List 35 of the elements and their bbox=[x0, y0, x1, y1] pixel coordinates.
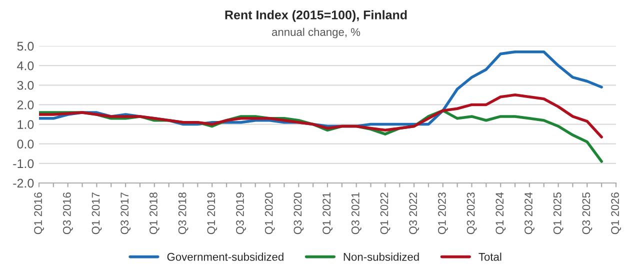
y-tick-label: 5.0 bbox=[17, 42, 34, 51]
x-tick-label: Q3 2021 bbox=[351, 192, 362, 234]
x-tick-label: Q3 2022 bbox=[409, 192, 420, 234]
x-tick-label: Q3 2018 bbox=[178, 192, 188, 234]
x-tick-label: Q1 2019 bbox=[207, 192, 218, 234]
chart-subtitle: annual change, % bbox=[272, 28, 360, 38]
y-tick-label: 4.0 bbox=[17, 61, 34, 70]
x-tick-label: Q1 2026 bbox=[611, 192, 621, 234]
x-tick-label: Q1 2021 bbox=[322, 192, 332, 234]
x-tick-label: Q1 2024 bbox=[496, 192, 506, 234]
x-tick-label: Q1 2016 bbox=[34, 192, 44, 234]
x-tick-label: Q1 2023 bbox=[438, 192, 448, 234]
chart-title: Rent Index (2015=100), Finland bbox=[225, 10, 407, 22]
y-tick-label: -2.0 bbox=[13, 178, 34, 188]
x-tick-label: Q1 2018 bbox=[150, 192, 160, 234]
y-tick-label: 2.0 bbox=[17, 100, 34, 110]
legend-label: Government-subsidized bbox=[167, 252, 284, 261]
x-tick-label: Q3 2024 bbox=[524, 192, 534, 234]
x-tick-label: Q3 2017 bbox=[120, 192, 131, 234]
x-tick-label: Q3 2023 bbox=[466, 192, 477, 234]
y-tick-label: 3.0 bbox=[17, 80, 34, 90]
x-tick-label: Q3 2020 bbox=[294, 192, 304, 234]
y-tick-label: 0.0 bbox=[17, 140, 34, 149]
x-tick-label: Q3 2016 bbox=[62, 192, 73, 234]
x-tick-label: Q3 2019 bbox=[236, 192, 246, 234]
x-tick-label: Q1 2020 bbox=[264, 192, 275, 234]
x-tick-label: Q1 2025 bbox=[553, 192, 564, 234]
line-series bbox=[39, 94, 603, 138]
x-tick-label: Q1 2017 bbox=[92, 192, 102, 234]
legend-label: Total bbox=[478, 252, 502, 261]
y-tick-label: 1.0 bbox=[18, 120, 34, 129]
legend-label: Non-subsidized bbox=[344, 252, 419, 261]
y-tick-label: -1.0 bbox=[13, 159, 34, 168]
x-tick-label: Q3 2025 bbox=[582, 192, 592, 234]
x-tick-label: Q1 2022 bbox=[380, 192, 390, 234]
